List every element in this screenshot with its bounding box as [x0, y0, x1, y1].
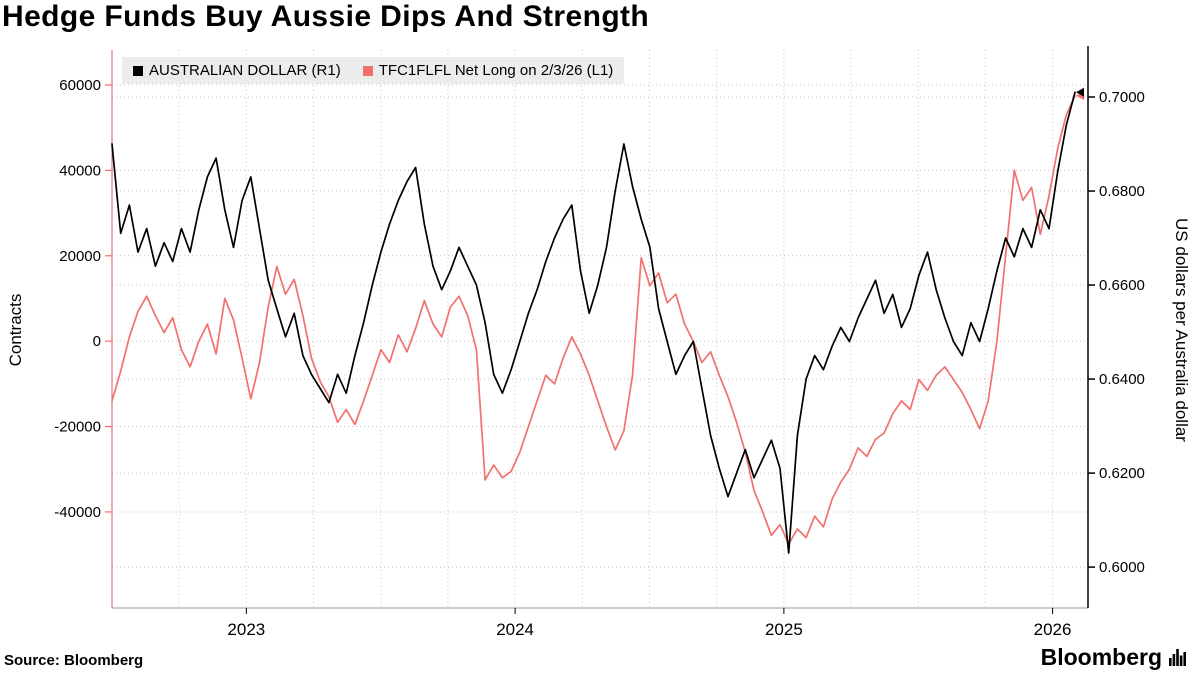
right-axis-tick-label: 0.6200 [1099, 465, 1145, 482]
net-long-legend-label: TFC1FLFL Net Long on 2/3/26 (L1) [378, 62, 614, 79]
x-axis-tick-label: 2025 [765, 620, 803, 639]
bloomberg-logo: Bloomberg [1041, 644, 1186, 671]
left-axis-title: Contracts [6, 293, 25, 367]
left-axis-tick-label: -20000 [54, 419, 101, 436]
source-note: Source: Bloomberg [4, 652, 144, 669]
right-axis-tick-label: 0.7000 [1099, 89, 1145, 106]
aud-legend-label: AUSTRALIAN DOLLAR (R1) [149, 62, 341, 79]
net-long-legend-swatch-icon [362, 65, 373, 76]
right-axis-tick-label: 0.6600 [1099, 277, 1145, 294]
right-axis-title: US dollars per Australia dollar [1172, 218, 1191, 442]
net-long-line [111, 94, 1076, 545]
left-axis-tick-label: 40000 [59, 162, 101, 179]
x-axis-tick-label: 2026 [1034, 620, 1072, 639]
x-axis-tick-label: 2024 [496, 620, 534, 639]
legend: AUSTRALIAN DOLLAR (R1) TFC1FLFL Net Long… [122, 57, 625, 84]
bloomberg-wordmark: Bloomberg [1040, 644, 1162, 670]
x-axis-tick-label: 2023 [227, 620, 265, 639]
left-axis-tick-label: 60000 [59, 77, 101, 94]
legend-item-aud: AUSTRALIAN DOLLAR (R1) [133, 62, 341, 79]
legend-item-net-long: TFC1FLFL Net Long on 2/3/26 (L1) [362, 62, 614, 79]
right-axis-tick-label: 0.6800 [1099, 183, 1145, 200]
aud-last-marker [1076, 87, 1084, 97]
right-axis-tick-label: 0.6400 [1099, 371, 1145, 388]
right-axis-tick-label: 0.6000 [1099, 559, 1145, 576]
left-axis-tick-label: 20000 [59, 248, 101, 265]
chart-title: Hedge Funds Buy Aussie Dips And Strength [2, 0, 650, 33]
aud-line [111, 91, 1076, 554]
aud-legend-swatch-icon [133, 65, 143, 76]
bloomberg-bars-icon [1169, 649, 1186, 666]
left-axis-tick-label: 0 [93, 333, 101, 350]
left-axis-tick-label: -40000 [54, 504, 101, 521]
